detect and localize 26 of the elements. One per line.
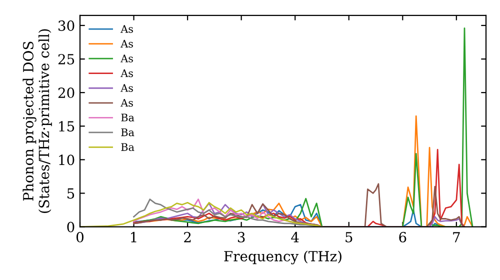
legend-label: Ba — [121, 143, 134, 151]
x-tick-label: 6 — [399, 232, 406, 242]
legend-label: As — [120, 98, 133, 107]
y-tick-label: 15 — [59, 121, 74, 132]
x-axis-title: Frequency (THz) — [224, 250, 342, 264]
x-tick-label: 4 — [291, 232, 299, 242]
y-tick-label: 30 — [58, 20, 74, 31]
y-tick-label: 5 — [67, 188, 74, 199]
legend-label: As — [120, 25, 133, 33]
x-tick-label: 2 — [184, 232, 191, 242]
x-tick-label: 5 — [346, 232, 352, 242]
y-axis-title: Phonon projected DOS (States/THz·primitive cell) — [22, 29, 52, 213]
y-tick-label: 25 — [58, 54, 74, 64]
legend-label: As — [120, 69, 133, 78]
x-tick-label: 1 — [131, 232, 136, 242]
y-tick-label: 20 — [58, 88, 74, 98]
y-tick-label: 10 — [59, 154, 74, 166]
x-tick-label: 7 — [453, 232, 460, 242]
y-tick-label: 0 — [67, 222, 74, 232]
legend-label: Ba — [121, 128, 134, 136]
legend-label: As — [120, 40, 133, 48]
legend-label: As — [120, 84, 133, 92]
x-tick-label: 3 — [238, 232, 245, 242]
legend-label: Ba — [121, 114, 134, 122]
x-tick-label: 0 — [76, 232, 84, 242]
legend-label: As — [120, 54, 133, 62]
